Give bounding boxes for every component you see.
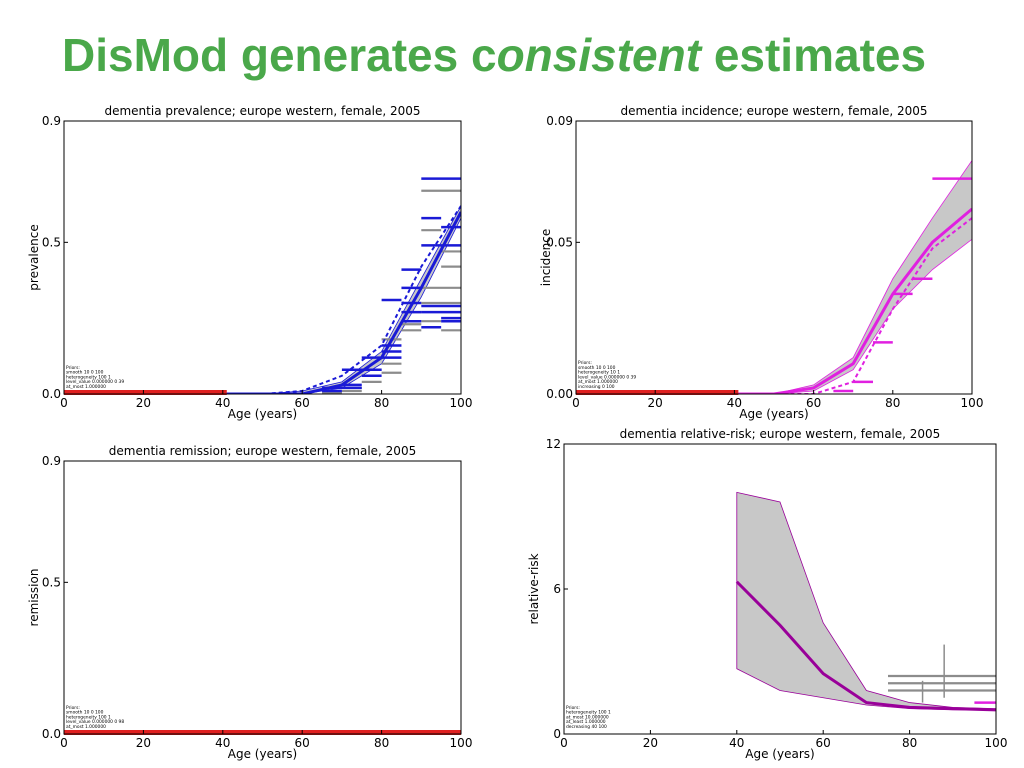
x-axis-label: Age (years) <box>739 407 808 421</box>
x-tick-label: 20 <box>648 396 663 410</box>
fit-line <box>734 207 972 394</box>
x-axis-label: Age (years) <box>745 747 814 761</box>
x-tick-label: 20 <box>643 736 658 750</box>
y-tick-label: 12 <box>546 437 561 451</box>
x-tick-label: 0 <box>560 736 568 750</box>
x-tick-label: 80 <box>374 736 389 750</box>
priors-annotation: smooth 10 0 100 <box>66 710 104 716</box>
x-tick-label: 0 <box>60 736 68 750</box>
x-tick-label: 40 <box>727 396 742 410</box>
axes-frame <box>575 120 973 395</box>
dashed-series-line <box>734 217 972 394</box>
y-tick-label: 0.5 <box>42 235 61 249</box>
y-tick-label: 0.9 <box>42 114 61 128</box>
y-tick-label: 0 <box>553 727 561 741</box>
x-tick-label: 60 <box>295 396 310 410</box>
chart-title: dementia prevalence; europe western, fem… <box>104 104 420 118</box>
y-tick-label: 0.00 <box>546 387 573 401</box>
priors-annotation: decreasing 40 100 <box>566 724 607 730</box>
priors-annotation: level_value 0.000000 0 98 <box>66 719 124 725</box>
x-axis-label: Age (years) <box>228 407 297 421</box>
chart-panel-1: 0 20 40 60 80 100 0.0 0.5 0.9 dementia prevalence… <box>27 104 472 421</box>
x-tick-label: 100 <box>450 736 473 750</box>
x-tick-label: 20 <box>136 736 151 750</box>
chart-panel-4: 0 20 40 60 80 100 0 6 12 dementia relative-risk; … <box>527 427 1007 761</box>
y-tick-label: 0.0 <box>42 387 61 401</box>
chart-title: dementia incidence; europe western, fema… <box>620 104 927 118</box>
chart-title: dementia remission; europe western, fema… <box>109 444 416 458</box>
priors-annotation: level_value 0.000000 0 39 <box>66 379 124 385</box>
x-tick-label: 0 <box>60 396 68 410</box>
fit-line <box>222 211 461 394</box>
priors-annotation: at_most 10.000000 <box>566 714 609 720</box>
priors-annotation: at_most 1.000000 <box>66 724 106 730</box>
x-tick-label: 20 <box>136 396 151 410</box>
x-tick-label: 60 <box>806 396 821 410</box>
y-tick-label: 0.05 <box>546 235 573 249</box>
priors-annotation: heterogeneity 10 1 <box>578 370 620 376</box>
x-axis-label: Age (years) <box>228 747 297 761</box>
level-value-bar <box>64 390 227 395</box>
chart-panel-2: 0 20 40 60 80 100 0.00 0.05 0.09 dementia inciden… <box>539 104 983 421</box>
axes-frame <box>63 460 462 735</box>
dashed-series-line <box>222 205 461 394</box>
priors-annotation: Priors: <box>578 360 592 366</box>
priors-annotation: heterogeneity 100 1 <box>566 710 611 716</box>
x-tick-label: 60 <box>295 736 310 750</box>
y-axis-label: prevalence <box>27 224 41 290</box>
uncertainty-band <box>222 205 461 394</box>
slide-title: DisMod generates consistent estimates <box>62 29 927 81</box>
y-axis-label: incidence <box>539 229 553 286</box>
priors-annotation: Priors: <box>66 365 80 371</box>
axes-frame <box>63 120 462 395</box>
priors-annotation: level_value 0.000000 0 39 <box>578 374 636 380</box>
priors-annotation: heterogeneity 100 1 <box>66 374 111 380</box>
y-axis-label: remission <box>27 569 41 627</box>
uncertainty-band <box>736 491 996 711</box>
priors-annotation: heterogeneity 100 1 <box>66 714 111 720</box>
x-tick-label: 80 <box>885 396 900 410</box>
level-value-bar <box>576 390 739 395</box>
x-tick-label: 0 <box>572 396 580 410</box>
x-tick-label: 40 <box>215 736 230 750</box>
uncertainty-band <box>734 159 972 394</box>
priors-annotation: at_most 1.000000 <box>66 384 106 390</box>
x-tick-label: 60 <box>816 736 831 750</box>
chart-panel-3: 0 20 40 60 80 100 0.0 0.5 0.9 dementia remission;… <box>27 444 472 761</box>
priors-annotation: Priors: <box>566 705 580 711</box>
priors-annotation: at_least 1.000000 <box>566 719 606 725</box>
chart-title: dementia relative-risk; europe western, … <box>620 427 941 441</box>
x-tick-label: 100 <box>961 396 984 410</box>
x-tick-label: 100 <box>450 396 473 410</box>
priors-annotation: Priors: <box>66 705 80 711</box>
fit-line <box>735 580 996 712</box>
x-tick-label: 40 <box>215 396 230 410</box>
level-value-bar <box>64 730 461 735</box>
priors-annotation: smooth 10 0 100 <box>66 370 104 376</box>
priors-annotation: at_most 1.000000 <box>578 379 618 385</box>
plot-area <box>734 159 972 394</box>
plot-area <box>222 177 461 394</box>
y-tick-label: 0.9 <box>42 454 61 468</box>
priors-annotation: increasing 0 100 <box>578 384 615 390</box>
y-tick-label: 0.5 <box>42 575 61 589</box>
y-tick-label: 0.0 <box>42 727 61 741</box>
y-tick-label: 6 <box>553 582 561 596</box>
y-tick-label: 0.09 <box>546 114 573 128</box>
x-tick-label: 80 <box>902 736 917 750</box>
x-tick-label: 40 <box>729 736 744 750</box>
x-tick-label: 80 <box>374 396 389 410</box>
y-axis-label: relative-risk <box>527 553 541 624</box>
x-tick-label: 100 <box>985 736 1008 750</box>
priors-annotation: smooth 10 0 100 <box>578 365 616 371</box>
plot-area <box>735 491 996 712</box>
